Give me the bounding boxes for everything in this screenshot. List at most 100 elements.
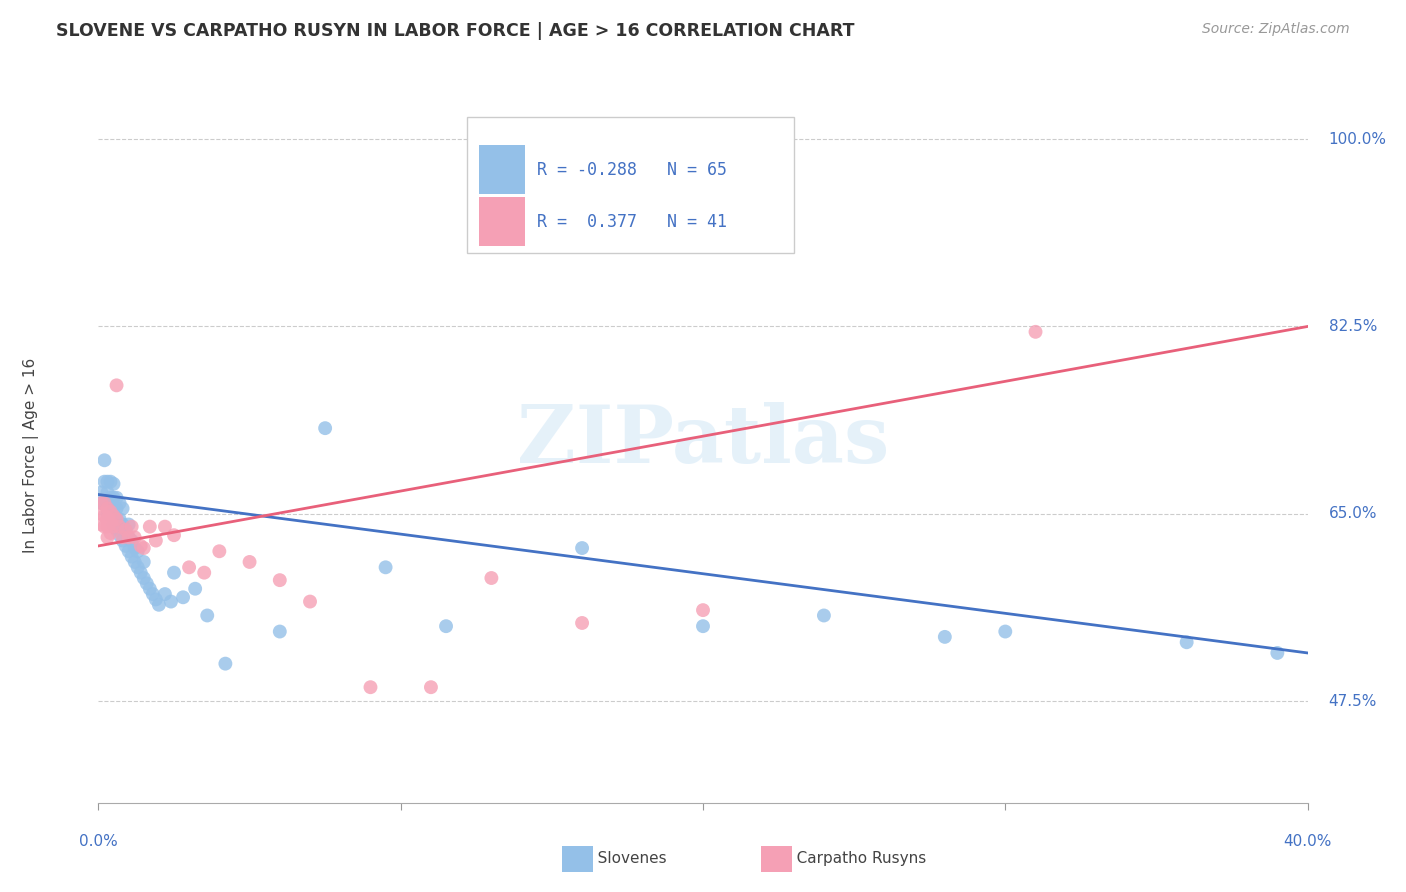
- Point: [100, 501, 122, 516]
- Text: ZIPatlas: ZIPatlas: [517, 402, 889, 480]
- Point: [118, 517, 141, 532]
- Point: [214, 657, 236, 671]
- Point: [571, 541, 593, 555]
- Point: [96, 512, 118, 526]
- Point: [105, 501, 128, 516]
- Point: [195, 608, 218, 623]
- Point: [90, 496, 112, 510]
- Point: [208, 544, 231, 558]
- Point: [93, 519, 115, 533]
- Point: [314, 421, 336, 435]
- Point: [132, 571, 155, 585]
- FancyBboxPatch shape: [479, 197, 526, 246]
- Text: 40.0%: 40.0%: [1284, 834, 1331, 849]
- Text: R = -0.288   N = 65: R = -0.288 N = 65: [537, 161, 727, 178]
- Point: [121, 519, 143, 533]
- Point: [100, 516, 122, 530]
- Point: [93, 496, 115, 510]
- Point: [374, 560, 396, 574]
- Point: [93, 453, 115, 467]
- Point: [139, 582, 162, 596]
- Point: [129, 566, 152, 580]
- Point: [100, 507, 122, 521]
- Point: [118, 544, 141, 558]
- Point: [93, 475, 115, 489]
- Point: [118, 530, 141, 544]
- Point: [121, 549, 143, 564]
- Point: [103, 508, 125, 523]
- Text: 100.0%: 100.0%: [1329, 132, 1386, 146]
- Point: [153, 519, 176, 533]
- FancyBboxPatch shape: [467, 118, 793, 253]
- Point: [177, 560, 201, 574]
- Point: [105, 378, 128, 392]
- Point: [132, 541, 155, 555]
- Point: [193, 566, 215, 580]
- Point: [105, 512, 128, 526]
- Point: [103, 491, 125, 505]
- Point: [145, 533, 167, 548]
- Point: [111, 501, 134, 516]
- Point: [105, 491, 128, 505]
- Point: [100, 526, 122, 541]
- Point: [360, 680, 382, 694]
- Text: Source: ZipAtlas.com: Source: ZipAtlas.com: [1202, 22, 1350, 37]
- Point: [103, 519, 125, 533]
- Point: [127, 544, 149, 558]
- Point: [111, 533, 134, 548]
- Point: [114, 523, 136, 537]
- Point: [114, 523, 136, 537]
- Point: [96, 475, 118, 489]
- Point: [108, 528, 131, 542]
- Text: SLOVENE VS CARPATHO RUSYN IN LABOR FORCE | AGE > 16 CORRELATION CHART: SLOVENE VS CARPATHO RUSYN IN LABOR FORCE…: [56, 22, 855, 40]
- Point: [103, 498, 125, 512]
- Point: [1024, 325, 1046, 339]
- Point: [96, 519, 118, 533]
- Point: [100, 475, 122, 489]
- Point: [1175, 635, 1198, 649]
- Point: [419, 680, 441, 694]
- Point: [108, 496, 131, 510]
- Point: [135, 576, 157, 591]
- Point: [100, 505, 122, 519]
- Point: [108, 512, 131, 526]
- Point: [90, 517, 112, 532]
- Point: [96, 485, 118, 500]
- Point: [114, 539, 136, 553]
- Point: [481, 571, 503, 585]
- Point: [692, 603, 714, 617]
- Point: [124, 555, 146, 569]
- Point: [172, 591, 194, 605]
- Point: [184, 582, 207, 596]
- Point: [813, 608, 835, 623]
- Point: [153, 587, 176, 601]
- Point: [129, 539, 152, 553]
- Point: [239, 555, 262, 569]
- Text: 65.0%: 65.0%: [1329, 507, 1376, 521]
- Point: [90, 496, 112, 510]
- Point: [139, 519, 162, 533]
- Point: [124, 541, 146, 555]
- Text: 82.5%: 82.5%: [1329, 319, 1376, 334]
- Point: [103, 476, 125, 491]
- Point: [100, 491, 122, 505]
- Point: [127, 560, 149, 574]
- Text: 0.0%: 0.0%: [79, 834, 118, 849]
- Point: [105, 512, 128, 526]
- Point: [118, 530, 141, 544]
- Point: [148, 598, 170, 612]
- Text: Slovenes: Slovenes: [583, 851, 666, 865]
- Point: [103, 517, 125, 532]
- Point: [111, 530, 134, 544]
- Point: [692, 619, 714, 633]
- Point: [96, 530, 118, 544]
- Point: [994, 624, 1017, 639]
- Point: [124, 530, 146, 544]
- Point: [121, 533, 143, 548]
- Point: [434, 619, 457, 633]
- Text: Carpatho Rusyns: Carpatho Rusyns: [782, 851, 927, 865]
- Point: [299, 594, 322, 608]
- Point: [160, 594, 183, 608]
- Point: [96, 507, 118, 521]
- Point: [96, 496, 118, 510]
